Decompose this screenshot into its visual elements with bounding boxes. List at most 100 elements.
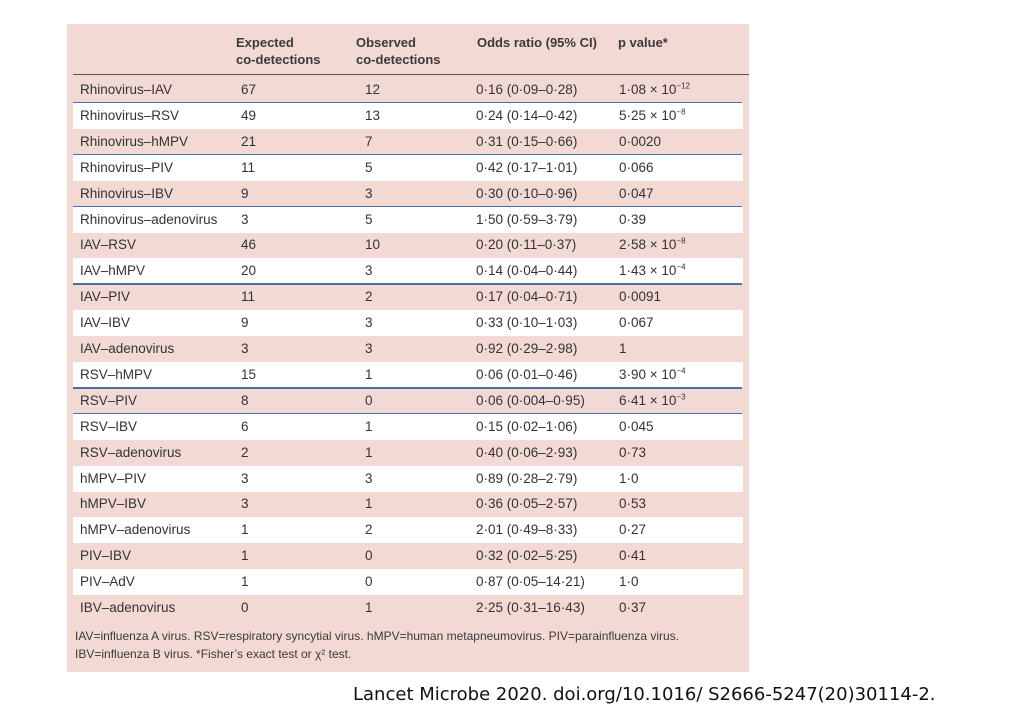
cell-pair: Rhinovirus–hMPV	[80, 133, 189, 149]
cell-observed: 0	[365, 574, 373, 590]
cell-p-value: 0·41	[619, 548, 646, 563]
cell-p-value: 3·90 × 10−4	[619, 367, 686, 382]
p-value-base: 0·73	[619, 444, 647, 460]
cell-odds-ratio: 0·92 (0·29–2·98)	[476, 341, 578, 356]
cell-observed: 1	[365, 600, 373, 615]
cell-expected: 15	[241, 366, 257, 382]
table-row: Rhinovirus–RSV 49 13 0·24 (0·14–0·42) 5·25 ×…	[73, 102, 743, 129]
p-value-base: 1·43 × 10	[619, 263, 677, 279]
citation: Lancet Microbe 2020. doi.org/10.1016/ S2…	[353, 684, 936, 705]
cell-observed: 1	[365, 444, 373, 460]
cell-odds-ratio: 2·25 (0·31–16·43)	[476, 600, 585, 615]
footnote: IAV=influenza A virus. RSV=respiratory s…	[75, 627, 745, 663]
table-row: IAV–hMPV 20 3 0·14 (0·04–0·44) 1·43 × 10−4	[73, 258, 743, 285]
header-odds-ratio: Odds ratio (95% CI)	[477, 35, 597, 50]
cell-observed: 2	[365, 289, 373, 305]
cell-odds-ratio: 0·24 (0·14–0·42)	[476, 107, 578, 123]
cell-p-value: 6·41 × 10−3	[619, 393, 686, 408]
p-value-base: 0·045	[619, 418, 654, 434]
cell-pair: PIV–AdV	[80, 574, 135, 590]
cell-expected: 11	[241, 289, 256, 305]
cell-expected: 46	[241, 237, 257, 253]
p-value-base: 5·25 × 10	[619, 107, 677, 123]
cell-observed: 3	[365, 315, 373, 331]
p-value-exponent: −8	[676, 107, 686, 117]
cell-p-value: 0·0091	[619, 289, 661, 304]
table-row: IAV–IBV 9 3 0·33 (0·10–1·03) 0·067	[73, 310, 743, 337]
table-row: RSV–adenovirus 2 1 0·40 (0·06–2·93) 0·73	[73, 440, 743, 466]
cell-pair: RSV–adenovirus	[80, 444, 182, 460]
cell-observed: 10	[365, 237, 381, 253]
cell-expected: 6	[241, 418, 249, 434]
cell-expected: 3	[241, 341, 249, 356]
p-value-base: 0·0091	[619, 289, 662, 305]
cell-odds-ratio: 0·14 (0·04–0·44)	[476, 263, 578, 279]
cell-observed: 3	[365, 263, 373, 279]
p-value-exponent: −4	[676, 262, 686, 272]
cell-expected: 8	[241, 392, 249, 408]
table-row: Rhinovirus–PIV 11 5 0·42 (0·17–1·01) 0·066	[73, 154, 743, 181]
table-row: IAV–PIV 11 2 0·17 (0·04–0·71) 0·0091	[73, 284, 743, 310]
p-value-base: 1·0	[619, 574, 639, 590]
header-rule	[73, 74, 749, 75]
table-row: Rhinovirus–adenovirus 3 5 1·50 (0·59–3·79) 0…	[73, 206, 743, 233]
cell-observed: 5	[365, 159, 373, 175]
cell-pair: Rhinovirus–IAV	[80, 82, 173, 97]
cell-odds-ratio: 0·40 (0·06–2·93)	[476, 444, 578, 460]
table-row: RSV–IBV 6 1 0·15 (0·02–1·06) 0·045	[73, 413, 743, 440]
cell-p-value: 5·25 × 10−8	[619, 108, 686, 123]
cell-p-value: 1	[619, 341, 627, 356]
cell-odds-ratio: 0·16 (0·09–0·28)	[476, 82, 578, 97]
cell-odds-ratio: 1·50 (0·59–3·79)	[476, 211, 578, 227]
cell-observed: 13	[365, 107, 381, 123]
cell-observed: 2	[365, 522, 373, 538]
cell-pair: Rhinovirus–IBV	[80, 185, 174, 201]
p-value-base: 0·53	[619, 496, 647, 512]
p-value-exponent: −4	[676, 366, 686, 376]
p-value-base: 1·0	[619, 470, 639, 486]
p-value-exponent: −3	[676, 392, 686, 402]
table-row: PIV–AdV 1 0 0·87 (0·05–14·21) 1·0	[73, 569, 743, 596]
cell-expected: 3	[241, 496, 249, 512]
cell-p-value: 0·066	[619, 160, 654, 175]
cell-observed: 0	[365, 548, 373, 564]
cell-odds-ratio: 0·33 (0·10–1·03)	[476, 315, 578, 331]
cell-pair: hMPV–IBV	[80, 496, 147, 512]
p-value-base: 0·39	[619, 211, 647, 227]
cell-p-value: 2·58 × 10−8	[619, 237, 686, 252]
table-row: IAV–adenovirus 3 3 0·92 (0·29–2·98) 1	[73, 336, 743, 362]
table-row: RSV–PIV 8 0 0·06 (0·004–0·95) 6·41 × 10−3	[73, 388, 743, 414]
cell-pair: Rhinovirus–RSV	[80, 107, 180, 123]
cell-odds-ratio: 0·06 (0·01–0·46)	[476, 366, 578, 382]
cell-expected: 1	[241, 548, 249, 564]
cell-pair: IAV–IBV	[80, 315, 131, 331]
p-value-base: 2·58 × 10	[619, 237, 677, 253]
cell-expected: 2	[241, 444, 249, 460]
cell-expected: 1	[241, 522, 249, 538]
cell-odds-ratio: 0·20 (0·11–0·37)	[476, 237, 577, 253]
p-value-base: 3·90 × 10	[619, 366, 677, 382]
cell-pair: IAV–adenovirus	[80, 341, 175, 356]
cell-observed: 7	[365, 133, 373, 149]
p-value-base: 1·08 × 10	[619, 82, 677, 97]
cell-observed: 3	[365, 470, 373, 486]
p-value-base: 6·41 × 10	[619, 392, 677, 408]
p-value-exponent: −12	[676, 81, 690, 91]
cell-expected: 21	[241, 133, 257, 149]
cell-p-value: 0·37	[619, 600, 646, 615]
cell-odds-ratio: 0·42 (0·17–1·01)	[476, 159, 578, 175]
p-value-exponent: −8	[676, 236, 686, 246]
cell-odds-ratio: 0·17 (0·04–0·71)	[476, 289, 578, 305]
cell-odds-ratio: 0·36 (0·05–2·57)	[476, 496, 578, 512]
cell-observed: 1	[365, 496, 373, 512]
cell-expected: 67	[241, 82, 257, 97]
row-separator	[73, 386, 742, 389]
cell-observed: 3	[365, 341, 373, 356]
table-row: hMPV–IBV 3 1 0·36 (0·05–2·57) 0·53	[73, 491, 743, 517]
cell-p-value: 0·047	[619, 186, 654, 201]
table-row: PIV–IBV 1 0 0·32 (0·02–5·25) 0·41	[73, 543, 743, 569]
table-row: RSV–hMPV 15 1 0·06 (0·01–0·46) 3·90 × 10−4	[73, 361, 743, 388]
cell-expected: 3	[241, 211, 249, 227]
cell-odds-ratio: 0·32 (0·02–5·25)	[476, 548, 578, 564]
cell-p-value: 0·045	[619, 419, 654, 434]
